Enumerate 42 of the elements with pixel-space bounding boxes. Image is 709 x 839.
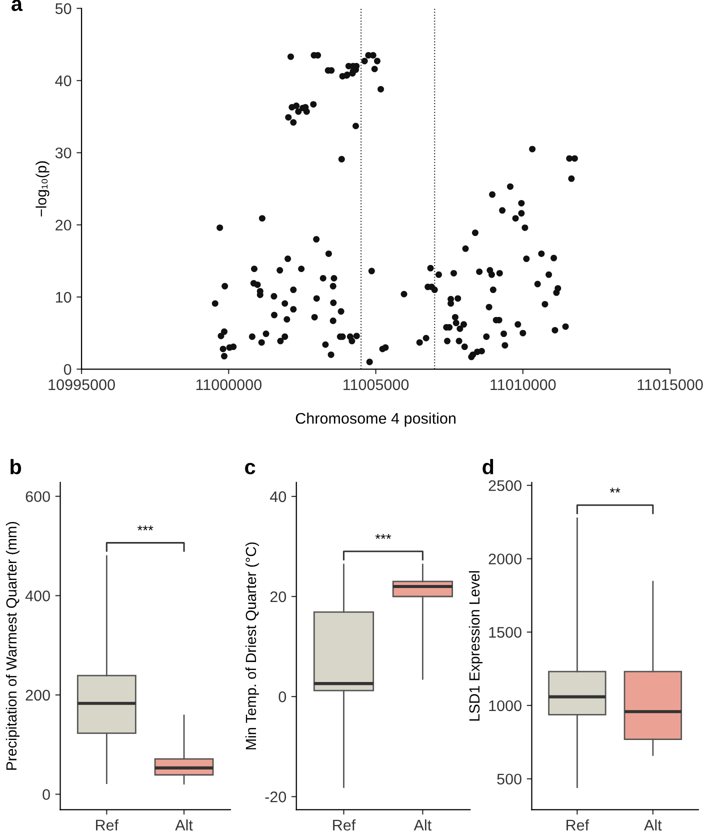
x-tick-label: Alt bbox=[644, 819, 662, 831]
x-tick-label: Alt bbox=[414, 819, 432, 831]
y-tick-label: 400 bbox=[25, 590, 50, 602]
x-axis-title: Chromosome 4 position bbox=[296, 412, 456, 427]
y-tick-label: 1500 bbox=[489, 626, 522, 638]
y-tick-label: -20 bbox=[265, 791, 286, 802]
chart-title: b bbox=[10, 458, 22, 474]
chart-title: d bbox=[482, 458, 494, 474]
y-tick-label: 40 bbox=[55, 75, 72, 86]
x-tick-label: Ref bbox=[96, 819, 119, 831]
y-axis-title: −log₁₀(p) bbox=[36, 161, 50, 216]
x-tick-label: 11000000 bbox=[196, 379, 262, 390]
y-axis-title: Min Temp. of Driest Quarter (°C) bbox=[245, 542, 260, 750]
y-tick-label: 0 bbox=[42, 789, 50, 800]
y-axis-title: Precipitation of Warmest Quarter (mm) bbox=[6, 522, 20, 770]
y-tick-label: 50 bbox=[55, 3, 72, 14]
chart-title: c bbox=[245, 462, 256, 474]
x-tick-label: Ref bbox=[333, 819, 356, 831]
y-axis-title: LSD1 Expression Level bbox=[468, 571, 482, 721]
x-tick-label: 10995000 bbox=[48, 379, 115, 390]
y-tick-label: 20 bbox=[270, 591, 286, 602]
y-tick-label: 500 bbox=[497, 774, 522, 785]
y-tick-label: 1000 bbox=[489, 700, 522, 712]
chart-title: a bbox=[12, 0, 23, 12]
x-tick-label: 11005000 bbox=[344, 379, 409, 390]
x-tick-label: Alt bbox=[175, 819, 193, 831]
y-tick-label: 2500 bbox=[488, 480, 522, 492]
y-tick-label: 600 bbox=[26, 491, 50, 502]
annotation: *** bbox=[137, 525, 154, 530]
y-tick-label: 200 bbox=[26, 690, 50, 701]
y-tick-label: 10 bbox=[56, 292, 72, 303]
x-tick-label: Ref bbox=[566, 819, 590, 831]
y-tick-label: 40 bbox=[270, 491, 286, 502]
x-tick-label: 11015000 bbox=[638, 379, 703, 390]
annotation: ** bbox=[610, 488, 620, 493]
y-tick-label: 2000 bbox=[488, 554, 522, 564]
y-tick-label: 30 bbox=[55, 148, 72, 158]
y-tick-label: 0 bbox=[64, 364, 72, 375]
y-tick-label: 20 bbox=[56, 220, 72, 231]
y-tick-label: 0 bbox=[278, 691, 286, 702]
x-tick-label: 11010000 bbox=[490, 379, 556, 390]
annotation: *** bbox=[375, 534, 392, 539]
